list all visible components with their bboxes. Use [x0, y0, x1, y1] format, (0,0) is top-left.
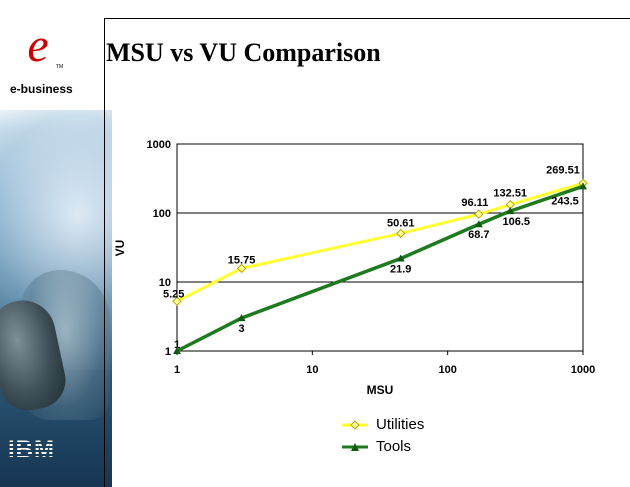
marker-tools: [506, 207, 515, 215]
data-label-tools: 1: [174, 339, 180, 351]
ibm-logo: IBM: [8, 436, 55, 463]
decorative-sidebar: [0, 0, 112, 487]
tick-labels: 1 10 100 1000 1 10 100 1000: [147, 139, 596, 376]
brand-label: e-business: [10, 82, 73, 96]
e-business-logo: e: [27, 19, 49, 72]
marker-utilities: [236, 263, 247, 274]
data-label-utilities: 5.25: [163, 288, 184, 300]
legend-label-tools: Tools: [376, 437, 412, 455]
y-tick-label: 10: [159, 277, 171, 289]
legend-swatch-tools: [340, 440, 370, 452]
y-axis-title: VU: [113, 240, 127, 257]
legend-swatch-utilities: [340, 418, 370, 430]
legend-label-utilities: Utilities: [376, 415, 425, 433]
data-label-tools: 21.9: [390, 264, 411, 276]
page-title: MSU vs VU Comparison: [106, 38, 381, 67]
marker-tools: [579, 182, 587, 190]
marker-tools: [237, 314, 246, 322]
x-tick-label: 10: [306, 364, 318, 376]
data-label-utilities: 132.51: [493, 188, 527, 200]
marker-tools: [474, 220, 483, 228]
series-line-tools: [176, 184, 584, 353]
y-tick-label: 1: [165, 346, 171, 358]
legend-item-utilities: Utilities: [340, 413, 424, 435]
x-tick-label: 1000: [571, 364, 595, 376]
gridlines: [177, 143, 583, 352]
marker-tools: [396, 254, 405, 262]
data-label-tools: 243.5: [551, 195, 579, 207]
trademark-mark: TM: [56, 64, 64, 70]
data-label-utilities: 269.51: [546, 164, 580, 176]
marker-tools: [173, 347, 181, 354]
series-markers: [172, 178, 588, 354]
data-labels: 5.25 15.75 50.61 96.11 132.51 269.51 1 3 21.9 68.…: [163, 164, 580, 351]
y-tick-label: 100: [153, 208, 171, 220]
marker-utilities: [172, 296, 182, 307]
x-axis-title: MSU: [367, 383, 394, 397]
data-label-utilities: 50.61: [387, 217, 415, 229]
legend-item-tools: Tools: [340, 435, 424, 457]
data-label-tools: 3: [239, 323, 245, 335]
data-label-utilities: 15.75: [228, 254, 256, 266]
data-label-tools: 106.5: [502, 216, 530, 228]
header-rule: [104, 18, 630, 19]
series-line-utilities: [176, 181, 584, 303]
marker-utilities: [474, 209, 484, 219]
x-tick-label: 100: [438, 364, 456, 376]
chart-legend: Utilities Tools: [340, 413, 424, 457]
marker-utilities: [396, 228, 406, 239]
y-tick-label: 1000: [147, 139, 171, 151]
data-label-tools: 68.7: [468, 229, 489, 241]
data-label-utilities: 96.11: [461, 197, 488, 209]
left-rule: [104, 18, 105, 487]
x-tick-label: 1: [174, 364, 180, 376]
series-lines: [176, 181, 584, 353]
